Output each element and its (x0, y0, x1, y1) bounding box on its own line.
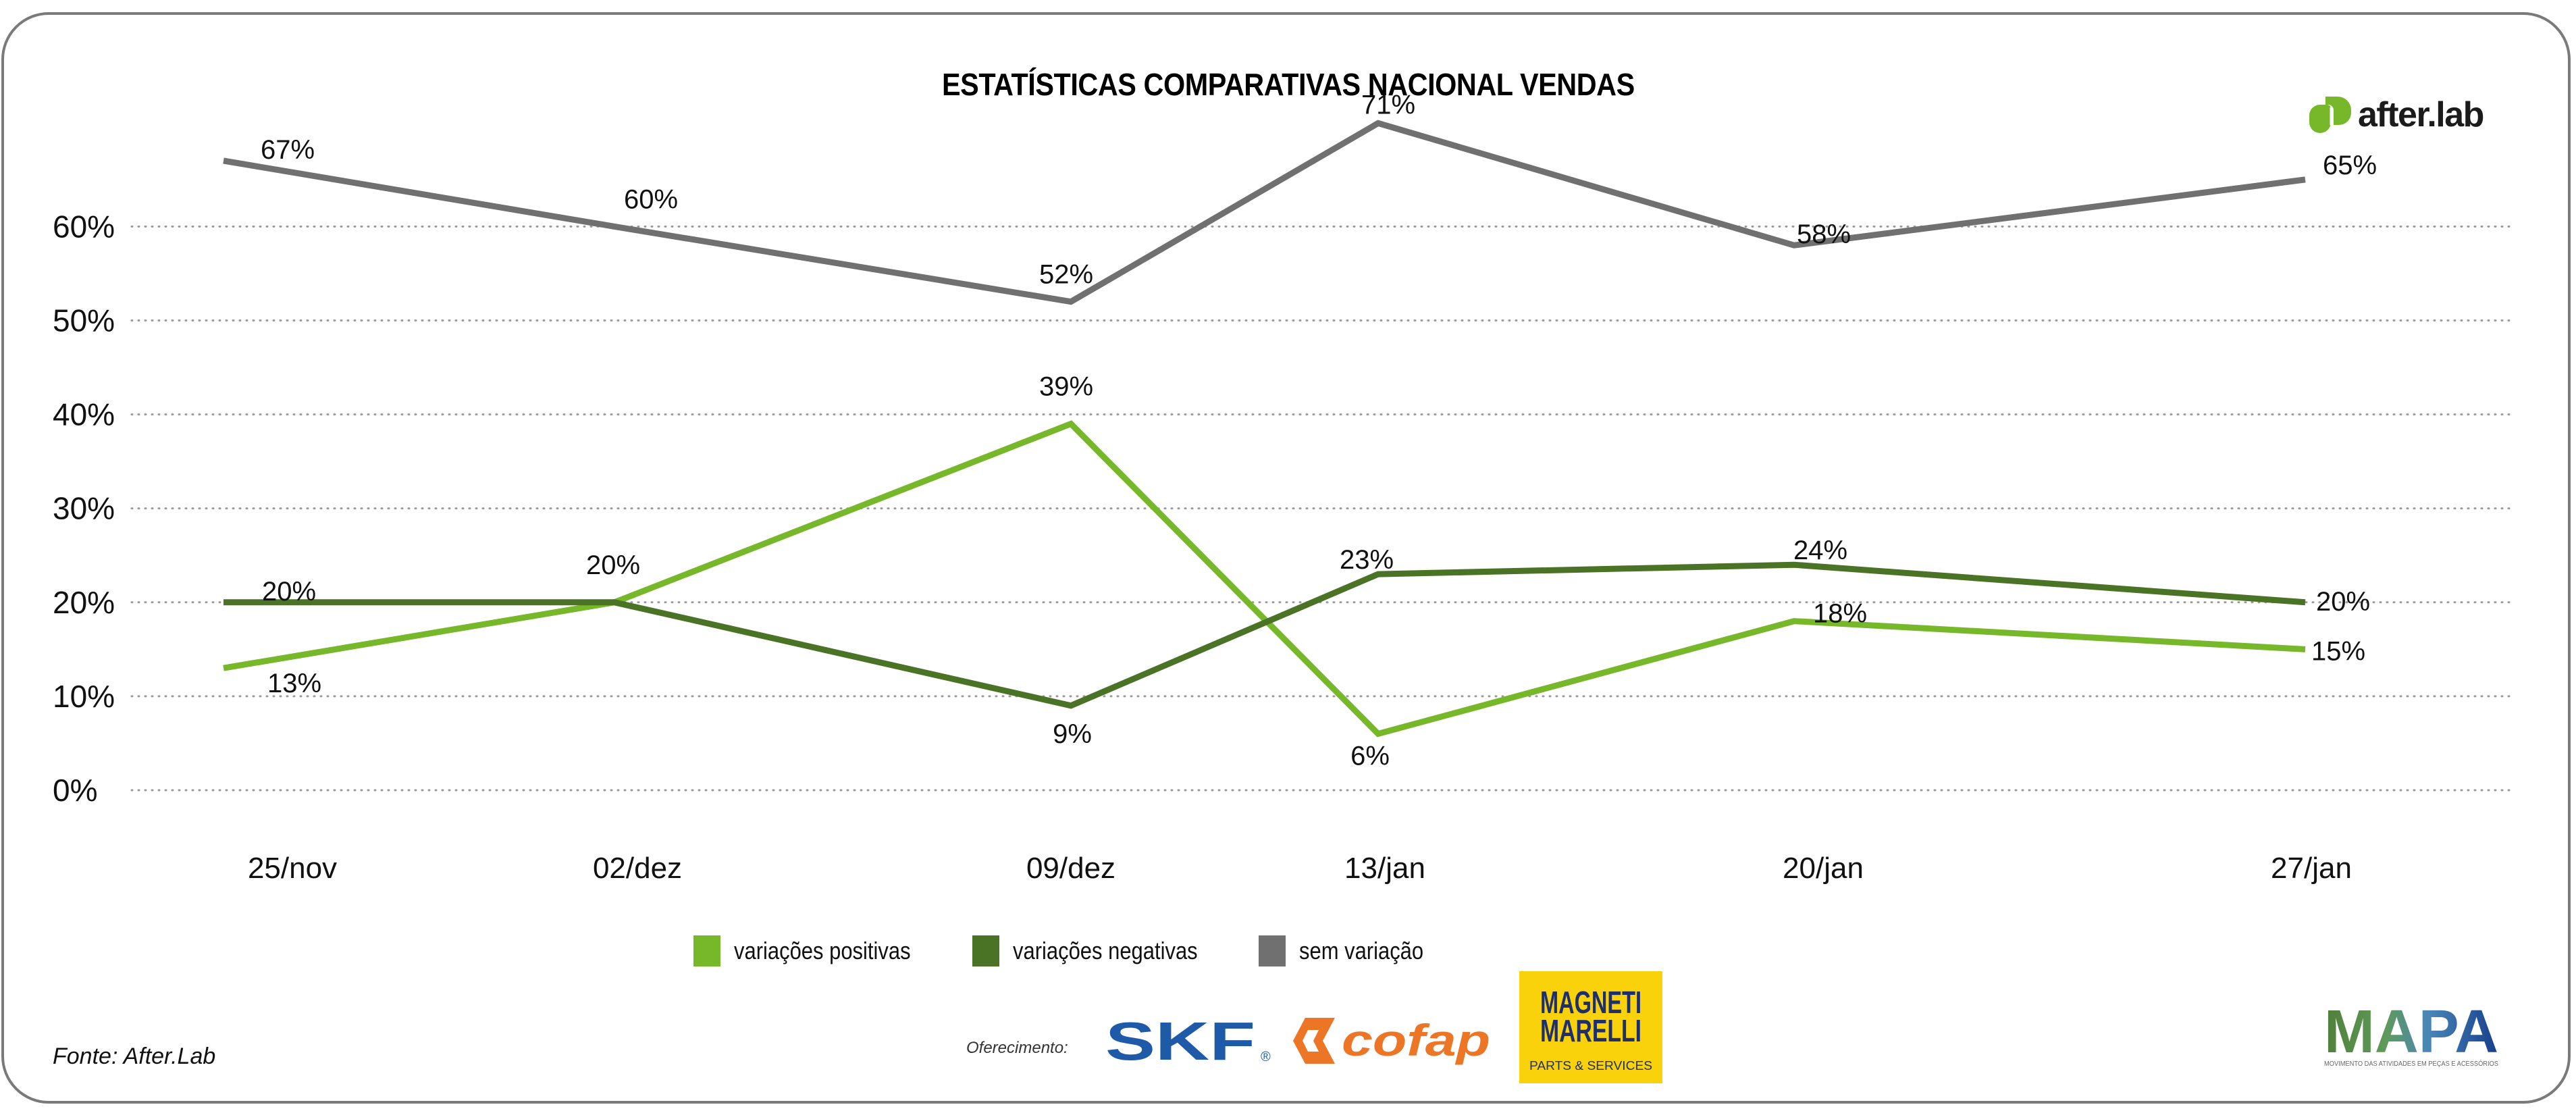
magneti-text: MAGNETI (1540, 985, 1641, 1020)
y-tick-label: 40% (53, 397, 115, 432)
afterlab-logo-icon (2309, 97, 2351, 133)
data-label-negative: 9% (1053, 719, 1092, 749)
y-tick-label: 10% (53, 679, 115, 714)
data-label-positive: 18% (1813, 599, 1867, 629)
data-label-negative: 20% (2316, 587, 2370, 617)
data-label-no-change: 58% (1797, 220, 1851, 249)
skf-registered-mark: ® (1261, 1050, 1271, 1064)
mapa-title: MAPA (2324, 1004, 2498, 1066)
series-line-negative (224, 561, 2306, 709)
y-tick-label: 50% (53, 303, 115, 338)
x-tick-label: 09/dez (1026, 852, 1115, 885)
y-axis-tick-labels: 0% 10% 20% 30% 40% 50% 60% (53, 209, 115, 808)
chart-frame (1, 12, 2571, 1104)
chart-title: ESTATÍSTICAS COMPARATIVAS NACIONAL VENDA… (0, 66, 2576, 103)
x-tick-label: 13/jan (1344, 852, 1425, 885)
afterlab-logo: after.lab (2308, 93, 2484, 136)
series-line-positive (223, 420, 2306, 738)
data-label-positive: 6% (1350, 742, 1390, 771)
data-label-negative: 23% (1340, 545, 1394, 575)
legend-item-no-change: sem variação (1259, 934, 1444, 968)
data-labels: 13% 20% 39% 6% 18% 15% 20% 9% 23% 24% 20% 67% 60% 52%… (261, 90, 2377, 771)
y-tick-label: 0% (53, 773, 97, 808)
data-label-no-change: 52% (1039, 260, 1093, 290)
data-label-positive: 39% (1039, 372, 1093, 402)
cofap-logo-text: cofap (1342, 1015, 1490, 1065)
legend-label-negative: variações negativas (1013, 937, 1198, 964)
mapa-subtitle: MOVIMENTO DAS ATIVIDADES EM PEÇAS E ACES… (2324, 1059, 2498, 1068)
legend-item-negative: variações negativas (972, 934, 1228, 968)
sponsor-label: Oferecimento: (966, 1039, 1068, 1057)
legend-swatch-positive (693, 935, 720, 966)
source-note: Fonte: After.Lab (53, 1043, 216, 1069)
afterlab-logo-text: after.lab (2358, 95, 2484, 134)
x-tick-label: 20/jan (1783, 852, 1864, 885)
parts-services-text: PARTS & SERVICES (1529, 1059, 1652, 1073)
cofap-chevron-icon (1293, 1018, 1335, 1064)
x-axis-tick-labels: 25/nov 02/dez 09/dez 13/jan 20/jan 27/jan (248, 852, 2352, 885)
gridlines (130, 225, 2515, 792)
data-label-no-change: 60% (624, 184, 678, 214)
data-label-negative: 20% (262, 577, 316, 607)
legend-label-no-change: sem variação (1299, 937, 1424, 964)
skf-logo-text: SKF (1105, 1016, 1255, 1065)
magneti-marelli-mark: MAGNETI MARELLI PARTS & SERVICES (1529, 985, 1652, 1073)
legend-item-positive: variações positivas (693, 934, 939, 968)
x-tick-label: 27/jan (2271, 852, 2352, 885)
data-label-no-change: 65% (2323, 151, 2377, 180)
y-tick-label: 60% (53, 209, 115, 244)
data-label-positive: 13% (267, 669, 321, 698)
mapa-logo: MAPA MOVIMENTO DAS ATIVIDADES EM PEÇAS E… (2324, 1004, 2498, 1068)
legend-label-positive: variações positivas (734, 937, 911, 964)
data-label-no-change: 71% (1361, 90, 1415, 120)
legend-swatch-negative (972, 935, 999, 966)
marelli-text: MARELLI (1540, 1013, 1641, 1048)
x-tick-label: 25/nov (248, 852, 337, 885)
magneti-marelli-logo: MAGNETI MARELLI PARTS & SERVICES (1519, 971, 1662, 1083)
y-tick-label: 20% (53, 585, 115, 620)
data-label-negative: 24% (1793, 536, 1847, 565)
x-tick-label: 02/dez (593, 852, 682, 885)
legend-swatch-no-change (1259, 935, 1286, 966)
chart-title-text: ESTATÍSTICAS COMPARATIVAS NACIONAL VENDA… (941, 67, 1635, 102)
cofap-logo: cofap (1293, 1015, 1490, 1065)
y-tick-label: 30% (53, 491, 115, 526)
skf-logo: SKF ® (1105, 1016, 1271, 1065)
series-line-no-change (223, 120, 2306, 305)
series-lines (223, 120, 2306, 738)
data-label-positive: 20% (586, 550, 640, 580)
data-label-positive: 15% (2311, 636, 2365, 666)
data-label-no-change: 67% (261, 135, 315, 165)
